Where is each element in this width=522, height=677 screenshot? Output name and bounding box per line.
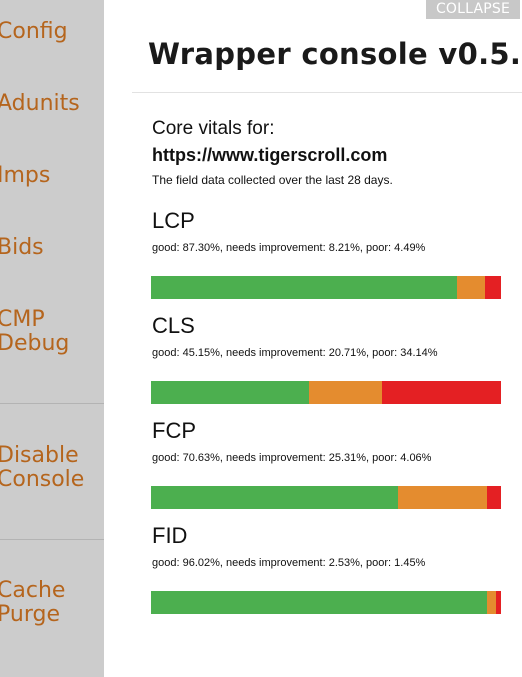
good-segment xyxy=(151,276,457,299)
sidebar-item-label: Cache Purge xyxy=(0,578,66,627)
needs-improvement-segment xyxy=(309,381,382,404)
poor-segment xyxy=(485,276,501,299)
sidebar-divider xyxy=(0,403,104,404)
sidebar-divider xyxy=(0,539,104,540)
metric-stats: good: 45.15%, needs improvement: 20.71%,… xyxy=(152,347,438,359)
poor-segment xyxy=(486,486,501,509)
poor-segment xyxy=(381,381,501,404)
metric-stats: good: 96.02%, needs improvement: 2.53%, … xyxy=(152,557,426,569)
field-data-note: The field data collected over the last 2… xyxy=(152,173,393,187)
good-segment xyxy=(151,486,399,509)
sidebar-item-label: Imps xyxy=(0,163,51,188)
metric-name: LCP xyxy=(152,208,195,233)
metric-name: FCP xyxy=(152,418,196,443)
sidebar: Config Adunits Imps Bids CMP Debug Disab… xyxy=(0,0,104,677)
sidebar-item-disable-console[interactable]: Disable Console xyxy=(0,444,84,492)
sidebar-item-adunits[interactable]: Adunits xyxy=(0,92,80,116)
sidebar-item-label: Config xyxy=(0,19,68,44)
sidebar-item-cmp-debug[interactable]: CMP Debug xyxy=(0,308,69,356)
header-divider xyxy=(132,92,522,93)
site-url: https://www.tigerscroll.com xyxy=(152,145,388,165)
good-segment xyxy=(151,591,488,614)
core-vitals-label: Core vitals for: xyxy=(152,118,275,139)
collapse-button[interactable]: COLLAPSE xyxy=(426,0,520,19)
sidebar-item-label: CMP Debug xyxy=(0,307,70,356)
sidebar-item-bids[interactable]: Bids xyxy=(0,236,44,260)
needs-improvement-segment xyxy=(456,276,486,299)
distribution-bar xyxy=(151,486,501,509)
sidebar-item-label: Disable Console xyxy=(0,443,85,492)
distribution-bar xyxy=(151,381,501,404)
sidebar-item-label: Bids xyxy=(0,235,44,260)
good-segment xyxy=(151,381,310,404)
metric-name: FID xyxy=(152,523,188,548)
distribution-bar xyxy=(151,591,501,614)
metric-name: CLS xyxy=(152,313,195,338)
sidebar-item-label: Adunits xyxy=(0,91,80,116)
sidebar-item-config[interactable]: Config xyxy=(0,20,68,44)
page-title: Wrapper console v0.5.7 xyxy=(148,37,522,71)
poor-segment xyxy=(495,591,501,614)
metric-stats: good: 70.63%, needs improvement: 25.31%,… xyxy=(152,452,432,464)
sidebar-item-cache-purge[interactable]: Cache Purge xyxy=(0,579,65,627)
needs-improvement-segment xyxy=(487,591,496,614)
distribution-bar xyxy=(151,276,501,299)
sidebar-item-imps[interactable]: Imps xyxy=(0,164,50,188)
metric-stats: good: 87.30%, needs improvement: 8.21%, … xyxy=(152,242,426,254)
needs-improvement-segment xyxy=(398,486,487,509)
